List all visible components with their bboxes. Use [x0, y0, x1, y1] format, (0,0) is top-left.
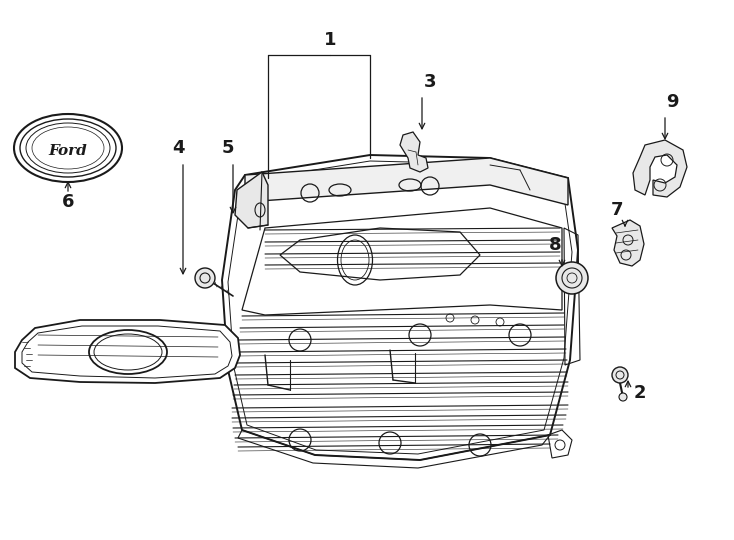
Text: 9: 9 [666, 93, 678, 111]
Circle shape [556, 262, 588, 294]
Text: 7: 7 [611, 201, 623, 219]
Text: Ford: Ford [48, 144, 87, 158]
Text: 1: 1 [324, 31, 336, 49]
Text: 4: 4 [172, 139, 184, 157]
Circle shape [612, 367, 628, 383]
Polygon shape [612, 220, 644, 266]
Text: 6: 6 [62, 193, 74, 211]
Polygon shape [15, 320, 240, 383]
Text: 2: 2 [633, 384, 646, 402]
Polygon shape [222, 155, 578, 460]
Ellipse shape [14, 114, 122, 182]
Polygon shape [242, 208, 562, 315]
Text: 5: 5 [222, 139, 234, 157]
Text: 8: 8 [549, 236, 562, 254]
Polygon shape [245, 158, 568, 205]
Polygon shape [235, 172, 268, 228]
Text: 3: 3 [424, 73, 436, 91]
Circle shape [619, 393, 627, 401]
Circle shape [195, 268, 215, 288]
Polygon shape [633, 140, 687, 197]
Polygon shape [400, 132, 428, 172]
